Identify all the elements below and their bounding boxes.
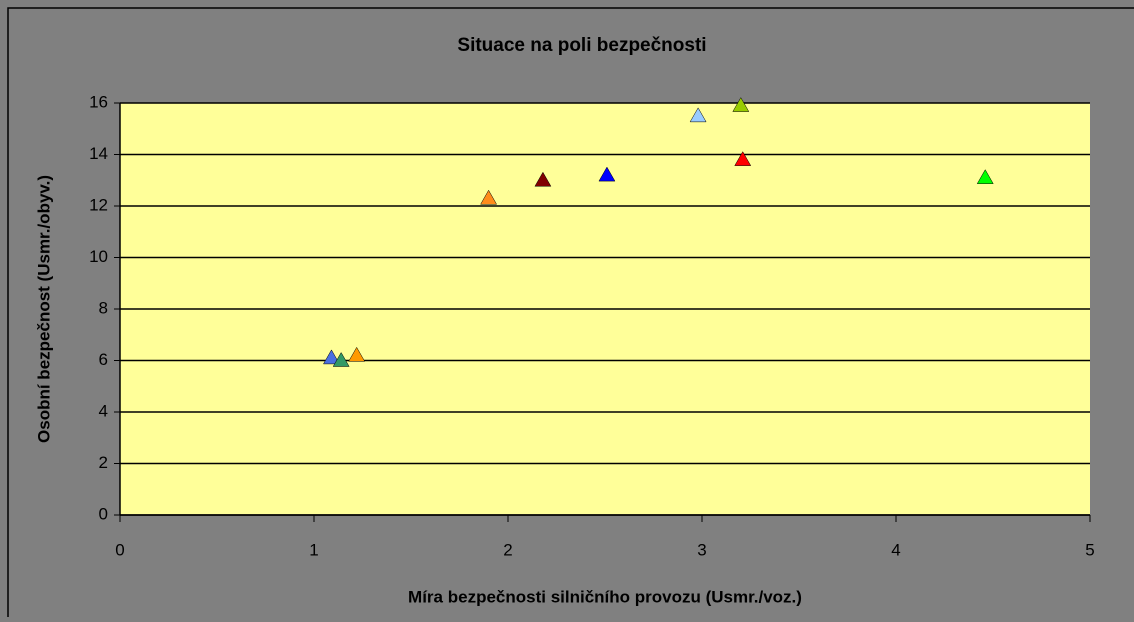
x-tick-label: 5 [1085, 540, 1094, 559]
y-tick-label: 16 [89, 92, 108, 111]
y-tick-label: 12 [89, 195, 108, 214]
x-tick-label: 4 [891, 540, 900, 559]
y-tick-label: 0 [99, 504, 108, 523]
x-tick-label: 0 [115, 540, 124, 559]
y-tick-label: 2 [99, 453, 108, 472]
x-tick-label: 1 [309, 540, 318, 559]
point [480, 189, 498, 205]
y-axis-label: Osobní bezpečnost (Usmr./obyv.) [34, 175, 53, 443]
point [534, 171, 552, 187]
y-tick-label: 10 [89, 247, 108, 266]
y-tick-label: 4 [99, 401, 108, 420]
y-tick-label: 6 [99, 350, 108, 369]
x-tick-label: 2 [503, 540, 512, 559]
point [976, 169, 994, 184]
point [348, 346, 366, 362]
chart-title: Situace na poli bezpečnosti [457, 35, 706, 56]
point [734, 151, 752, 166]
point [332, 351, 350, 367]
x-axis-label: Míra bezpečnosti silničního provozu (Usm… [408, 587, 802, 606]
point [598, 166, 616, 182]
point [732, 97, 750, 112]
y-tick-label: 14 [89, 144, 108, 163]
y-tick-label: 8 [99, 298, 108, 317]
point [323, 349, 340, 365]
point [689, 107, 707, 123]
x-tick-label: 3 [697, 540, 706, 559]
